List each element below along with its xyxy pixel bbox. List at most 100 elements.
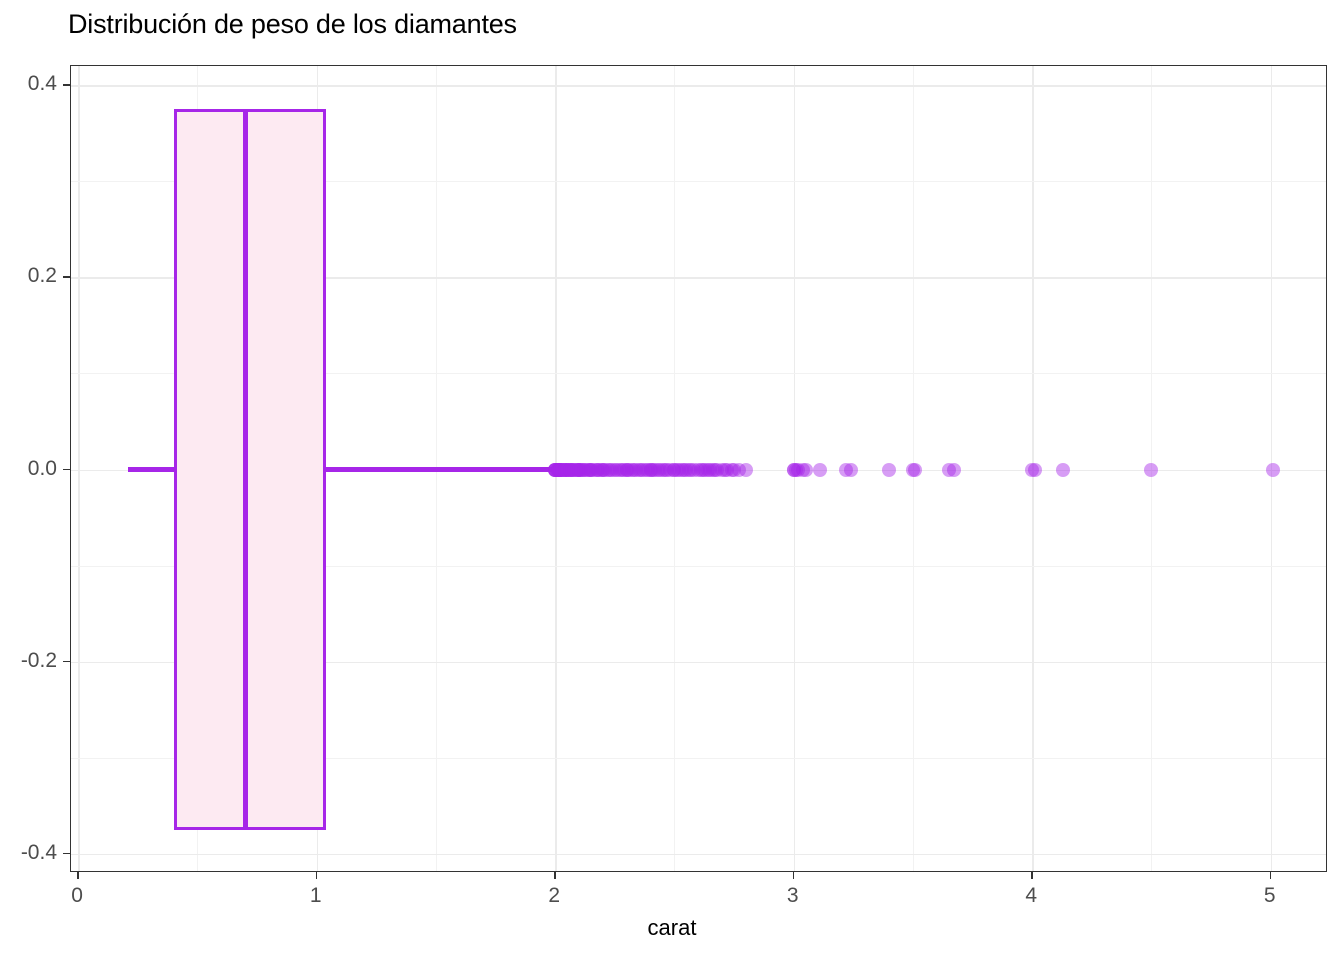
gridline-major-vertical <box>555 66 557 871</box>
outlier-point <box>882 462 897 477</box>
y-tick-label: 0.4 <box>27 72 57 96</box>
outlier-point <box>657 462 672 477</box>
outlier-point <box>607 462 622 477</box>
outlier-point <box>583 462 598 477</box>
gridline-major-horizontal <box>71 661 1326 664</box>
outlier-point <box>643 462 658 477</box>
x-tick-mark <box>792 872 795 879</box>
outlier-point <box>839 462 854 477</box>
gridline-major-horizontal <box>71 469 1326 471</box>
outlier-point <box>548 462 563 477</box>
outlier-point <box>550 462 565 477</box>
boxplot-box <box>173 109 327 830</box>
gridline-major-vertical <box>1032 66 1034 871</box>
outlier-point <box>719 462 734 477</box>
outlier-point <box>562 462 577 477</box>
chart-title: Distribución de peso de los diamantes <box>68 9 517 39</box>
outlier-point <box>1266 462 1281 477</box>
outlier-point <box>655 462 670 477</box>
x-tick-mark <box>1031 872 1033 879</box>
gridline-minor-vertical <box>912 66 914 871</box>
outlier-point <box>672 462 687 477</box>
outlier-point <box>562 462 577 477</box>
x-tick-label: 1 <box>309 884 322 907</box>
outlier-point <box>603 462 618 477</box>
outlier-point <box>705 462 720 477</box>
outlier-point <box>786 462 801 477</box>
outlier-point <box>550 462 565 477</box>
outlier-point <box>619 462 634 477</box>
outlier-point <box>674 462 689 477</box>
outlier-point <box>660 462 675 477</box>
y-tick-mark <box>63 276 70 278</box>
outlier-point <box>693 462 708 477</box>
outlier-point <box>574 462 589 477</box>
outlier-point <box>548 462 563 477</box>
outlier-point <box>550 462 565 477</box>
outlier-point <box>581 462 596 477</box>
outlier-point <box>591 462 606 477</box>
outlier-point <box>555 462 570 477</box>
outlier-point <box>548 462 563 477</box>
outlier-point <box>662 462 677 477</box>
outlier-point <box>731 462 746 477</box>
outlier-point <box>600 462 615 477</box>
y-tick-mark <box>63 84 70 86</box>
outlier-point <box>629 462 644 477</box>
outlier-point <box>564 462 579 477</box>
outlier-point <box>552 462 567 477</box>
outlier-point <box>612 462 627 477</box>
gridline-major-vertical <box>78 66 80 871</box>
outlier-point <box>560 462 575 477</box>
gridline-major-horizontal <box>71 277 1326 279</box>
y-tick-mark <box>63 852 70 855</box>
outlier-point <box>550 462 565 477</box>
outlier-point <box>562 462 577 477</box>
outlier-point <box>567 462 582 477</box>
outlier-point <box>710 462 725 477</box>
boxplot-whisker-lower <box>128 467 174 472</box>
outlier-point <box>650 462 665 477</box>
x-tick-label: 4 <box>1025 884 1038 907</box>
outlier-point <box>572 462 587 477</box>
outlier-point <box>591 462 606 477</box>
outlier-point <box>622 462 637 477</box>
outlier-point <box>555 462 570 477</box>
outlier-point <box>1027 462 1042 477</box>
x-tick-label: 5 <box>1263 884 1276 907</box>
outlier-point <box>786 462 801 477</box>
outlier-point <box>791 462 806 477</box>
y-tick-mark <box>63 468 70 471</box>
boxplot-whisker-upper <box>326 467 553 472</box>
gridline-major-horizontal <box>71 85 1326 87</box>
outlier-point <box>908 462 923 477</box>
outlier-point <box>588 462 603 477</box>
outlier-point <box>727 462 742 477</box>
gridline-minor-horizontal <box>71 373 1326 375</box>
outlier-point <box>691 462 706 477</box>
outlier-point <box>567 462 582 477</box>
outlier-point <box>700 462 715 477</box>
x-tick-mark <box>315 872 318 879</box>
x-tick-mark <box>1269 872 1272 879</box>
outlier-point <box>681 462 696 477</box>
gridline-minor-horizontal <box>71 757 1326 759</box>
outlier-point <box>617 462 632 477</box>
outlier-point <box>581 462 596 477</box>
outlier-point <box>641 462 656 477</box>
outlier-point <box>634 462 649 477</box>
outlier-point <box>572 462 587 477</box>
outlier-point <box>724 462 739 477</box>
boxplot-median-line <box>242 109 248 830</box>
outlier-point <box>593 462 608 477</box>
outlier-point <box>560 462 575 477</box>
outlier-point <box>614 462 629 477</box>
outlier-point <box>548 462 563 477</box>
outlier-point <box>1025 462 1040 477</box>
outlier-point <box>572 462 587 477</box>
outlier-point <box>557 462 572 477</box>
x-tick-mark <box>554 872 556 879</box>
outlier-point <box>843 462 858 477</box>
outlier-point <box>636 462 651 477</box>
